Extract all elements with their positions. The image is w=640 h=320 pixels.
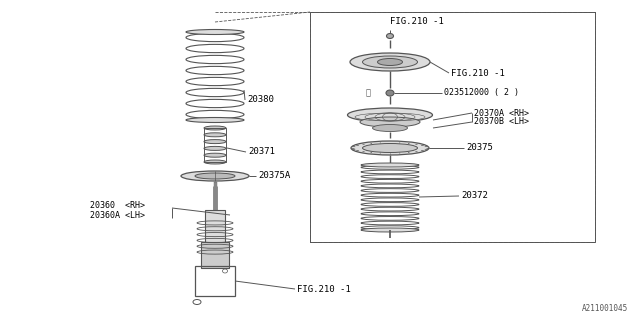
Text: 20360  <RH>: 20360 <RH>	[90, 201, 145, 210]
Ellipse shape	[204, 133, 226, 137]
Bar	[310, 12, 595, 242]
Text: 20375: 20375	[466, 143, 493, 153]
Bar	[205, 210, 225, 255]
Text: 20380: 20380	[247, 95, 274, 105]
Text: 20375A: 20375A	[258, 172, 291, 180]
Bar	[310, 12, 595, 242]
Ellipse shape	[372, 124, 408, 132]
Ellipse shape	[360, 117, 420, 127]
Ellipse shape	[361, 228, 419, 232]
Text: Ⓝ: Ⓝ	[365, 89, 371, 98]
Text: 20372: 20372	[461, 191, 488, 201]
Ellipse shape	[362, 56, 417, 68]
Ellipse shape	[195, 173, 235, 179]
Ellipse shape	[204, 146, 226, 150]
Ellipse shape	[351, 141, 429, 155]
Text: FIG.210 -1: FIG.210 -1	[390, 18, 444, 27]
Text: FIG.210 -1: FIG.210 -1	[451, 68, 505, 77]
Text: A211001045: A211001045	[582, 304, 628, 313]
Text: 20371: 20371	[248, 148, 275, 156]
Ellipse shape	[186, 29, 244, 35]
Text: 20370A <RH>: 20370A <RH>	[474, 108, 529, 117]
Ellipse shape	[350, 53, 430, 71]
Ellipse shape	[186, 117, 244, 123]
Text: 20370B <LH>: 20370B <LH>	[474, 117, 529, 126]
Text: FIG.210 -1: FIG.210 -1	[297, 284, 351, 293]
Ellipse shape	[348, 108, 433, 122]
Bar	[204, 128, 226, 162]
Ellipse shape	[204, 153, 226, 157]
Ellipse shape	[362, 143, 417, 153]
Text: 023512000 ( 2 ): 023512000 ( 2 )	[444, 89, 519, 98]
Bar	[201, 242, 229, 268]
Bar	[195, 266, 235, 296]
Ellipse shape	[204, 140, 226, 144]
Ellipse shape	[386, 90, 394, 96]
Ellipse shape	[378, 59, 403, 66]
Ellipse shape	[204, 160, 226, 164]
Ellipse shape	[181, 171, 249, 181]
Ellipse shape	[361, 163, 419, 167]
Text: 20360A <LH>: 20360A <LH>	[90, 211, 145, 220]
Ellipse shape	[387, 34, 394, 38]
Ellipse shape	[204, 126, 226, 130]
